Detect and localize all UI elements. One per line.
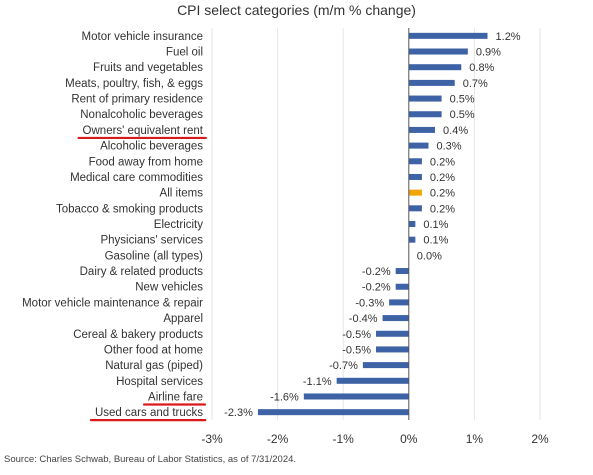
category-label: Gasoline (all types) [105, 250, 204, 262]
category-label: Used cars and trucks [95, 407, 203, 419]
bar [408, 95, 442, 102]
value-label: 0.9% [476, 47, 501, 59]
x-tick-label: 0% [400, 432, 418, 446]
value-label: 0.0% [417, 250, 442, 262]
bar [408, 158, 422, 165]
category-label: All items [160, 188, 204, 200]
value-label: 0.1% [423, 219, 448, 231]
value-label: 0.1% [423, 235, 448, 247]
bar [382, 315, 409, 322]
category-label: Dairy & related products [80, 266, 204, 278]
category-label: Other food at home [104, 344, 203, 356]
category-label: Owners' equivalent rent [83, 125, 204, 137]
x-tick-labels: -3% -2% -1% 0% 1% 2% [201, 432, 549, 446]
bar [408, 236, 416, 243]
bar [303, 393, 409, 400]
category-label: Meats, poultry, fish, & eggs [65, 78, 203, 90]
bar [408, 142, 429, 149]
value-label: -2.3% [224, 407, 253, 419]
bar [376, 346, 409, 353]
x-tick-label: -1% [333, 432, 355, 446]
category-label: Airline fare [148, 391, 203, 403]
category-label: Fruits and vegetables [93, 62, 203, 74]
category-label: Fuel oil [166, 47, 203, 59]
value-label: 0.2% [430, 188, 455, 200]
bar [408, 189, 422, 196]
value-label: 0.3% [436, 141, 461, 153]
value-label: 0.4% [443, 125, 468, 137]
bar [395, 283, 409, 290]
value-label: -1.6% [270, 391, 299, 403]
value-label: 0.5% [450, 94, 475, 106]
value-label: -0.4% [349, 313, 378, 325]
category-label: Physicians' services [100, 235, 203, 247]
x-tick-label: 2% [531, 432, 549, 446]
category-label: Rent of primary residence [71, 94, 203, 106]
bar [257, 409, 409, 416]
category-label: Apparel [163, 313, 203, 325]
value-label: 0.8% [469, 62, 494, 74]
value-label: 1.2% [496, 31, 521, 43]
bar [408, 111, 442, 118]
category-labels: Motor vehicle insurance Fuel oil Fruits an… [22, 31, 204, 419]
bar [408, 221, 416, 227]
category-label: Natural gas (piped) [105, 360, 203, 372]
bar [362, 362, 409, 369]
bar [336, 377, 409, 384]
bar [408, 173, 422, 180]
category-label: Motor vehicle maintenance & repair [22, 297, 203, 309]
bars [257, 32, 488, 416]
value-label: -0.2% [362, 266, 391, 278]
value-label: -0.5% [342, 344, 371, 356]
category-label: Alcoholic beverages [100, 141, 203, 153]
x-tick-label: -3% [201, 432, 223, 446]
category-label: New vehicles [135, 282, 203, 294]
bar [408, 32, 488, 39]
x-tick-label: 1% [466, 432, 484, 446]
bar [408, 205, 422, 212]
value-labels: 1.2% 0.9% 0.8% 0.7% 0.5% 0.5% 0.4% 0.3% 0.2% 0.2%… [224, 31, 521, 419]
value-label: 0.2% [430, 156, 455, 168]
category-label: Medical care commodities [70, 172, 203, 184]
grid-lines [211, 28, 541, 420]
bar [408, 48, 468, 55]
bar [376, 330, 409, 337]
value-label: -1.1% [303, 376, 332, 388]
underline-annotations [77, 136, 207, 422]
bar [395, 268, 409, 275]
value-label: 0.5% [450, 109, 475, 121]
value-label: -0.7% [329, 360, 358, 372]
bar [389, 299, 409, 306]
x-tick-label: -2% [267, 432, 289, 446]
value-label: -0.2% [362, 282, 391, 294]
category-label: Cereal & bakery products [73, 329, 203, 341]
category-label: Nonalcoholic beverages [80, 109, 203, 121]
source-note: Source: Charles Schwab, Bureau of Labor … [4, 454, 297, 465]
value-label: 0.2% [430, 203, 455, 215]
bar [408, 126, 436, 133]
bar [408, 64, 462, 71]
chart-title: CPI select categories (m/m % change) [177, 2, 416, 18]
bar [408, 79, 455, 86]
value-label: -0.5% [342, 329, 371, 341]
category-label: Tobacco & smoking products [56, 203, 203, 215]
category-label: Hospital services [116, 376, 203, 388]
category-label: Food away from home [89, 156, 203, 168]
category-label: Electricity [154, 219, 203, 231]
category-label: Motor vehicle insurance [82, 31, 203, 43]
value-label: -0.3% [355, 297, 384, 309]
value-label: 0.2% [430, 172, 455, 184]
value-label: 0.7% [463, 78, 488, 90]
